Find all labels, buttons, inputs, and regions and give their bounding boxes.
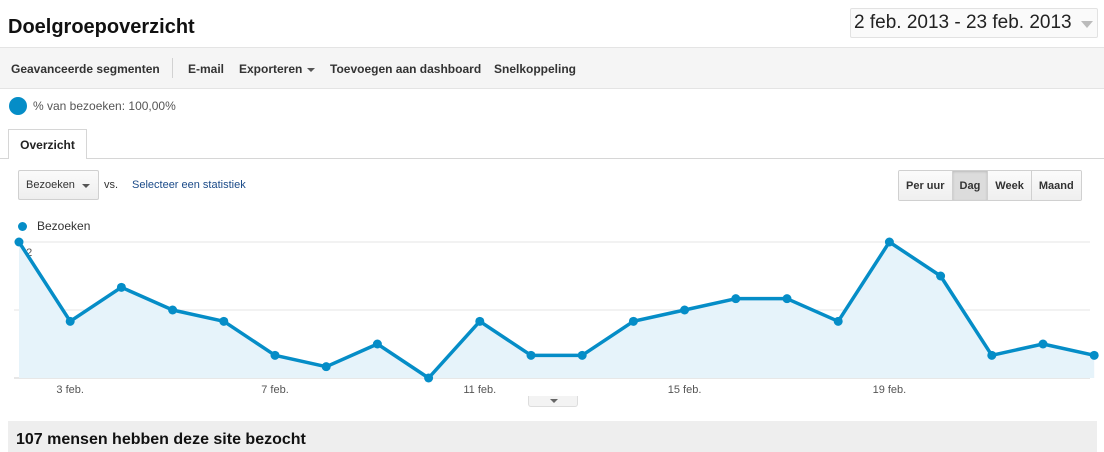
data-point[interactable] bbox=[475, 316, 485, 326]
select-statistic-link[interactable]: Selecteer een statistiek bbox=[132, 179, 246, 191]
add-to-dashboard-button[interactable]: Toevoegen aan dashboard bbox=[330, 62, 482, 76]
segment-summary: % van bezoeken: 100,00% bbox=[9, 96, 176, 116]
pie-chart-icon bbox=[9, 97, 27, 115]
toolbar-divider bbox=[172, 58, 173, 78]
tab-overview[interactable]: Overzicht bbox=[8, 129, 87, 159]
period-week-button[interactable]: Week bbox=[987, 171, 1031, 200]
data-point[interactable] bbox=[680, 305, 690, 315]
data-point[interactable] bbox=[372, 339, 382, 349]
data-point[interactable] bbox=[168, 305, 178, 315]
data-point[interactable] bbox=[1038, 339, 1048, 349]
x-tick-label: 7 feb. bbox=[261, 384, 289, 396]
metric-select-value: Bezoeken bbox=[26, 179, 75, 191]
x-tick-label: 15 feb. bbox=[668, 384, 702, 396]
vs-label: vs. bbox=[104, 179, 119, 191]
x-tick-label: 19 feb. bbox=[873, 384, 907, 396]
shortcut-button[interactable]: Snelkoppeling bbox=[494, 62, 577, 76]
data-point[interactable] bbox=[833, 316, 843, 326]
visitors-summary: 107 mensen hebben deze site bezocht bbox=[8, 421, 1097, 452]
chart-collapse-handle[interactable] bbox=[528, 396, 578, 407]
date-range-picker[interactable]: 2 feb. 2013 - 23 feb. 2013 bbox=[850, 8, 1098, 38]
data-point[interactable] bbox=[219, 316, 229, 326]
data-point[interactable] bbox=[782, 294, 792, 304]
series-area bbox=[19, 242, 1095, 378]
data-point[interactable] bbox=[321, 362, 331, 372]
chevron-down-icon bbox=[550, 399, 558, 403]
period-day-button[interactable]: Dag bbox=[951, 171, 988, 200]
data-point[interactable] bbox=[270, 350, 280, 360]
date-range-text: 2 feb. 2013 - 23 feb. 2013 bbox=[854, 12, 1072, 33]
caret-down-icon bbox=[307, 67, 316, 72]
data-point[interactable] bbox=[14, 237, 24, 247]
chart-legend: Bezoeken bbox=[18, 219, 90, 233]
data-point[interactable] bbox=[526, 350, 536, 360]
tab-strip-line bbox=[0, 158, 1104, 159]
x-tick-label: 3 feb. bbox=[56, 384, 84, 396]
data-point[interactable] bbox=[884, 237, 894, 247]
legend-label: Bezoeken bbox=[37, 219, 91, 233]
data-point[interactable] bbox=[116, 282, 126, 292]
legend-marker bbox=[18, 221, 27, 231]
series-line bbox=[17, 240, 1095, 380]
data-point[interactable] bbox=[936, 271, 946, 281]
period-hour-button[interactable]: Per uur bbox=[899, 171, 952, 200]
email-button[interactable]: E-mail bbox=[188, 62, 225, 76]
data-point[interactable] bbox=[987, 350, 997, 360]
period-month-button[interactable]: Maand bbox=[1030, 171, 1081, 200]
metric-select[interactable]: Bezoeken bbox=[18, 170, 99, 200]
data-point[interactable] bbox=[65, 316, 75, 326]
visits-chart: 1263 feb.7 feb.11 feb.15 feb.19 feb. bbox=[14, 237, 1099, 396]
toolbar: Geavanceerde segmenten E-mail Exporteren… bbox=[0, 47, 1104, 89]
export-button[interactable]: Exporteren bbox=[239, 62, 316, 76]
segment-percentage: % van bezoeken: 100,00% bbox=[33, 99, 176, 113]
data-point[interactable] bbox=[628, 316, 638, 326]
data-point[interactable] bbox=[731, 294, 741, 304]
data-point[interactable] bbox=[577, 350, 587, 360]
page-title: Doelgroepoverzicht bbox=[8, 16, 195, 38]
data-point[interactable] bbox=[1089, 350, 1099, 360]
caret-down-icon bbox=[82, 184, 90, 188]
chevron-down-icon[interactable] bbox=[1081, 21, 1093, 28]
advanced-segments-button[interactable]: Geavanceerde segmenten bbox=[11, 62, 160, 76]
x-tick-label: 11 feb. bbox=[463, 384, 496, 396]
export-label: Exporteren bbox=[239, 62, 303, 76]
period-toggle: Per uur Dag Week Maand bbox=[898, 170, 1082, 201]
data-point[interactable] bbox=[424, 373, 434, 383]
